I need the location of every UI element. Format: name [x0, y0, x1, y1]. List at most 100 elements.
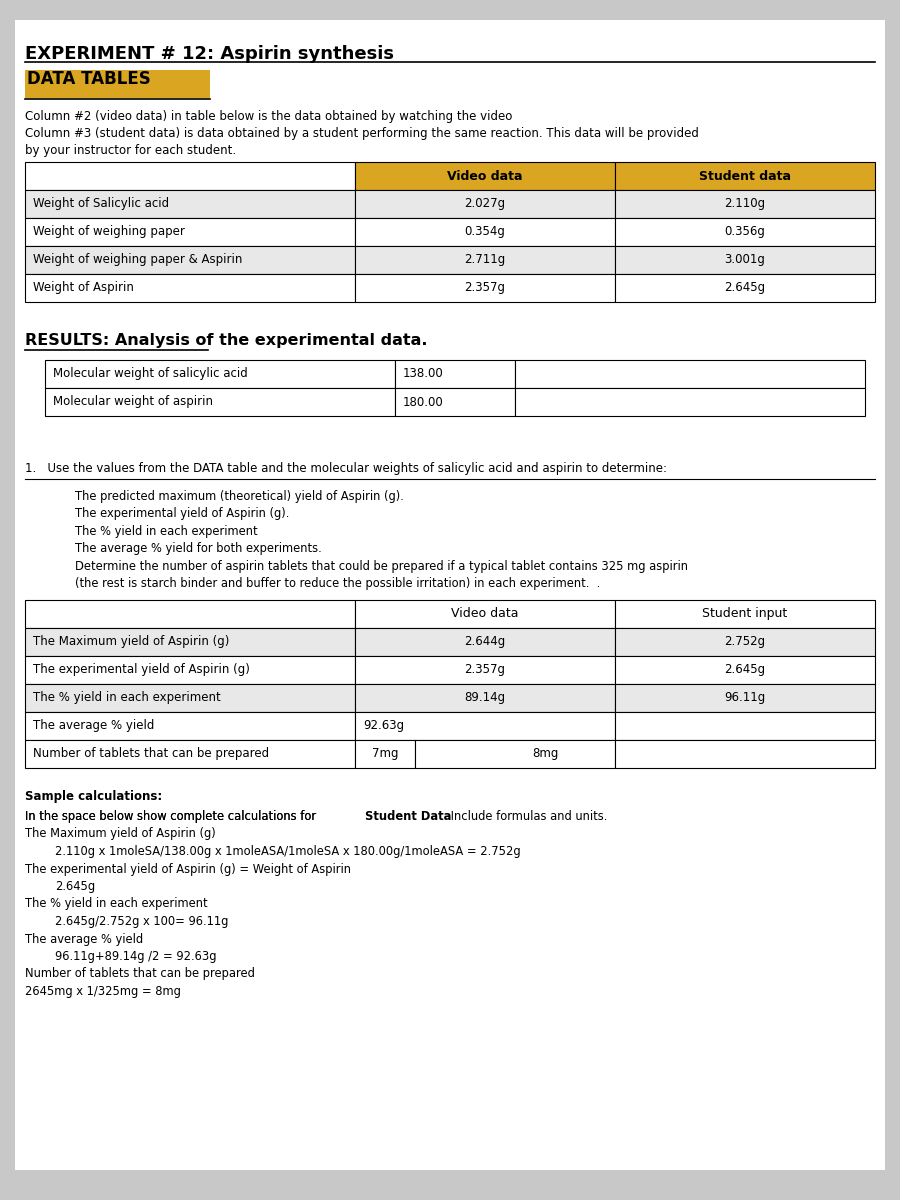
Text: 0.354g: 0.354g — [464, 226, 506, 239]
Text: In the space below show complete calculations for: In the space below show complete calcula… — [25, 810, 319, 823]
Bar — [615, 246, 875, 274]
Bar — [25, 274, 355, 302]
Text: 2.645g: 2.645g — [55, 880, 95, 893]
Bar — [355, 218, 615, 246]
Bar — [25, 162, 355, 190]
Bar — [355, 740, 415, 768]
Bar — [615, 218, 875, 246]
Bar — [355, 274, 615, 302]
Bar — [615, 684, 875, 712]
Bar — [615, 600, 875, 628]
Text: 2.027g: 2.027g — [464, 198, 506, 210]
Text: Student data: Student data — [699, 169, 791, 182]
Bar — [25, 70, 210, 98]
Bar — [615, 162, 875, 190]
Text: The % yield in each experiment: The % yield in each experiment — [25, 898, 208, 911]
Text: The experimental yield of Aspirin (g).: The experimental yield of Aspirin (g). — [75, 508, 290, 521]
Text: The Maximum yield of Aspirin (g): The Maximum yield of Aspirin (g) — [25, 828, 216, 840]
Text: RESULTS: Analysis of the experimental data.: RESULTS: Analysis of the experimental da… — [25, 332, 427, 348]
Bar — [515, 360, 865, 388]
Bar — [515, 388, 865, 416]
Text: 96.11g: 96.11g — [724, 691, 766, 704]
Text: In the space below show complete calculations for: In the space below show complete calcula… — [25, 810, 319, 823]
Text: (the rest is starch binder and buffer to reduce the possible irritation) in each: (the rest is starch binder and buffer to… — [75, 577, 600, 590]
Text: Column #2 (video data) in table below is the data obtained by watching the video: Column #2 (video data) in table below is… — [25, 110, 512, 122]
Text: Weight of weighing paper: Weight of weighing paper — [33, 226, 184, 239]
Text: Weight of Salicylic acid: Weight of Salicylic acid — [33, 198, 169, 210]
Text: The average % yield for both experiments.: The average % yield for both experiments… — [75, 542, 322, 556]
Bar — [415, 740, 615, 768]
Text: EXPERIMENT # 12: Aspirin synthesis: EXPERIMENT # 12: Aspirin synthesis — [25, 44, 394, 62]
Text: 2.110g: 2.110g — [724, 198, 766, 210]
Bar — [25, 740, 355, 768]
Bar — [25, 218, 355, 246]
Text: 2.110g x 1moleSA/138.00g x 1moleASA/1moleSA x 180.00g/1moleASA = 2.752g: 2.110g x 1moleSA/138.00g x 1moleASA/1mol… — [55, 845, 520, 858]
Text: Weight of Aspirin: Weight of Aspirin — [33, 282, 134, 294]
Text: Include formulas and units.: Include formulas and units. — [446, 810, 607, 823]
Bar — [45, 388, 395, 416]
Text: The % yield in each experiment: The % yield in each experiment — [33, 691, 220, 704]
Bar — [355, 162, 615, 190]
Text: 92.63g: 92.63g — [363, 720, 404, 732]
Bar — [355, 656, 615, 684]
Bar — [25, 712, 355, 740]
Text: Sample calculations:: Sample calculations: — [25, 790, 162, 803]
Text: 2.357g: 2.357g — [464, 282, 506, 294]
Text: 3.001g: 3.001g — [724, 253, 765, 266]
Text: 1.   Use the values from the DATA table and the molecular weights of salicylic a: 1. Use the values from the DATA table an… — [25, 462, 667, 475]
Text: 2.645g: 2.645g — [724, 664, 766, 677]
Text: 96.11g+89.14g /2 = 92.63g: 96.11g+89.14g /2 = 92.63g — [55, 950, 217, 962]
Text: Molecular weight of salicylic acid: Molecular weight of salicylic acid — [53, 367, 248, 380]
Bar — [355, 246, 615, 274]
Text: by your instructor for each student.: by your instructor for each student. — [25, 144, 236, 157]
Text: 2.357g: 2.357g — [464, 664, 506, 677]
Bar — [25, 656, 355, 684]
Text: DATA TABLES: DATA TABLES — [27, 70, 151, 88]
Text: The average % yield: The average % yield — [25, 932, 143, 946]
Text: Column #3 (student data) is data obtained by a student performing the same react: Column #3 (student data) is data obtaine… — [25, 127, 699, 140]
Text: 2.711g: 2.711g — [464, 253, 506, 266]
Text: The average % yield: The average % yield — [33, 720, 155, 732]
Text: 2645mg x 1/325mg = 8mg: 2645mg x 1/325mg = 8mg — [25, 985, 181, 998]
Text: 7mg: 7mg — [372, 748, 398, 761]
Text: 2.644g: 2.644g — [464, 636, 506, 648]
Bar — [355, 628, 615, 656]
Bar — [395, 360, 515, 388]
Bar — [25, 628, 355, 656]
Bar — [615, 656, 875, 684]
Bar — [355, 684, 615, 712]
Text: The predicted maximum (theoretical) yield of Aspirin (g).: The predicted maximum (theoretical) yiel… — [75, 490, 404, 503]
Text: The experimental yield of Aspirin (g) = Weight of Aspirin: The experimental yield of Aspirin (g) = … — [25, 863, 351, 876]
Text: The experimental yield of Aspirin (g): The experimental yield of Aspirin (g) — [33, 664, 250, 677]
Bar — [25, 684, 355, 712]
Bar — [395, 388, 515, 416]
Text: 2.645g: 2.645g — [724, 282, 766, 294]
Bar — [25, 600, 355, 628]
Text: Molecular weight of aspirin: Molecular weight of aspirin — [53, 396, 213, 408]
Bar — [615, 712, 875, 740]
Text: Video data: Video data — [451, 607, 518, 620]
Bar — [615, 740, 875, 768]
Bar — [45, 360, 395, 388]
Text: Number of tablets that can be prepared: Number of tablets that can be prepared — [25, 967, 255, 980]
Text: 2.645g/2.752g x 100= 96.11g: 2.645g/2.752g x 100= 96.11g — [55, 914, 229, 928]
Text: 0.356g: 0.356g — [724, 226, 765, 239]
Text: Student input: Student input — [702, 607, 788, 620]
Text: The Maximum yield of Aspirin (g): The Maximum yield of Aspirin (g) — [33, 636, 230, 648]
Bar — [25, 246, 355, 274]
Text: 138.00: 138.00 — [403, 367, 444, 380]
Text: 89.14g: 89.14g — [464, 691, 506, 704]
Bar — [355, 600, 615, 628]
Text: Number of tablets that can be prepared: Number of tablets that can be prepared — [33, 748, 269, 761]
Bar — [615, 190, 875, 218]
Text: 2.752g: 2.752g — [724, 636, 766, 648]
Text: Video data: Video data — [447, 169, 523, 182]
Bar — [355, 190, 615, 218]
Text: Determine the number of aspirin tablets that could be prepared if a typical tabl: Determine the number of aspirin tablets … — [75, 560, 688, 572]
Bar — [615, 628, 875, 656]
Text: The % yield in each experiment: The % yield in each experiment — [75, 524, 257, 538]
Bar — [25, 190, 355, 218]
Text: 8mg: 8mg — [532, 748, 558, 761]
Text: 180.00: 180.00 — [403, 396, 444, 408]
Text: Weight of weighing paper & Aspirin: Weight of weighing paper & Aspirin — [33, 253, 242, 266]
